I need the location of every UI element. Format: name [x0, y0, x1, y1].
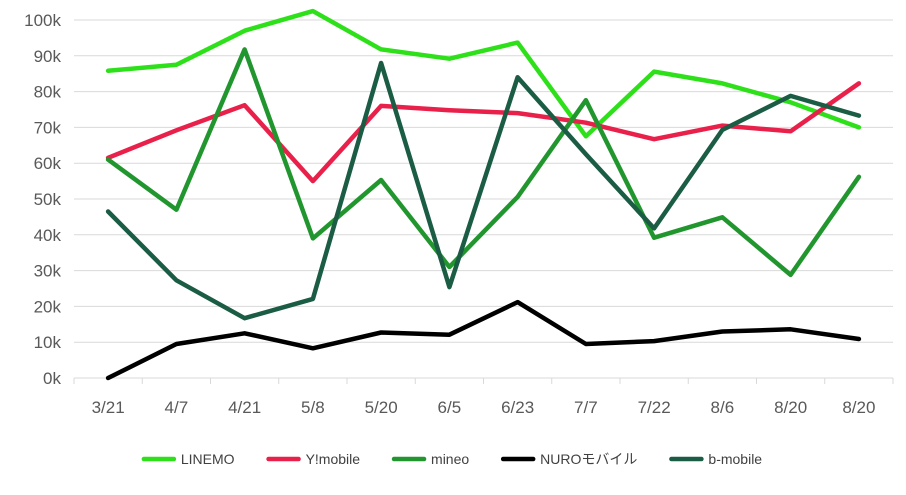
y-axis-tick-labels: 0k 10k 20k 30k 40k 50k 60k 70k 80k 90k 100k [24, 11, 61, 388]
legend: LINEMO Y!mobile mineo NUROモバイル b-mobile [141, 451, 762, 467]
x-tick-label: 4/21 [228, 398, 261, 417]
series-lines [105, 8, 862, 381]
y-tick-label: 10k [34, 333, 62, 352]
y-tick-label: 70k [34, 118, 62, 137]
y-tick-label: 40k [34, 226, 62, 245]
series-line-LINEMO [105, 8, 862, 139]
legend-label: Y!mobile [306, 451, 361, 467]
legend-item: NUROモバイル [500, 451, 637, 467]
legend-label: NUROモバイル [540, 451, 637, 467]
legend-label: LINEMO [181, 451, 235, 467]
series-line-mineo [105, 47, 862, 278]
x-tick-label: 5/20 [365, 398, 398, 417]
y-tick-label: 0k [43, 369, 61, 388]
y-tick-label: 90k [34, 47, 62, 66]
x-tick-label: 3/21 [92, 398, 125, 417]
y-tick-label: 60k [34, 154, 62, 173]
x-axis-tick-labels: 3/21 4/7 4/21 5/8 5/20 6/5 6/23 7/7 7/22 8/6 8/20 8… [92, 398, 876, 417]
x-tick-label: 8/6 [711, 398, 735, 417]
x-tick-label: 8/20 [774, 398, 807, 417]
legend-item: mineo [391, 451, 469, 467]
x-tick-label: 5/8 [301, 398, 325, 417]
y-tick-label: 20k [34, 297, 62, 316]
x-tick-label: 4/7 [165, 398, 189, 417]
legend-label: mineo [431, 451, 469, 467]
x-tick-label: 6/5 [438, 398, 462, 417]
series-line-NUROモバイル [105, 299, 862, 381]
x-tick-label: 7/7 [574, 398, 598, 417]
legend-item: b-mobile [669, 451, 762, 467]
legend-item: Y!mobile [266, 451, 361, 467]
series-line-b-mobile [105, 60, 862, 321]
legend-item: LINEMO [141, 451, 235, 467]
x-tick-label: 6/23 [501, 398, 534, 417]
y-tick-label: 100k [24, 11, 61, 30]
legend-label: b-mobile [708, 451, 762, 467]
y-tick-label: 50k [34, 190, 62, 209]
x-tick-label: 8/20 [842, 398, 875, 417]
x-tick-label: 7/22 [638, 398, 671, 417]
series-line-Y!mobile [105, 81, 862, 184]
y-tick-label: 30k [34, 262, 62, 281]
y-tick-label: 80k [34, 83, 62, 102]
x-axis [73, 377, 894, 384]
